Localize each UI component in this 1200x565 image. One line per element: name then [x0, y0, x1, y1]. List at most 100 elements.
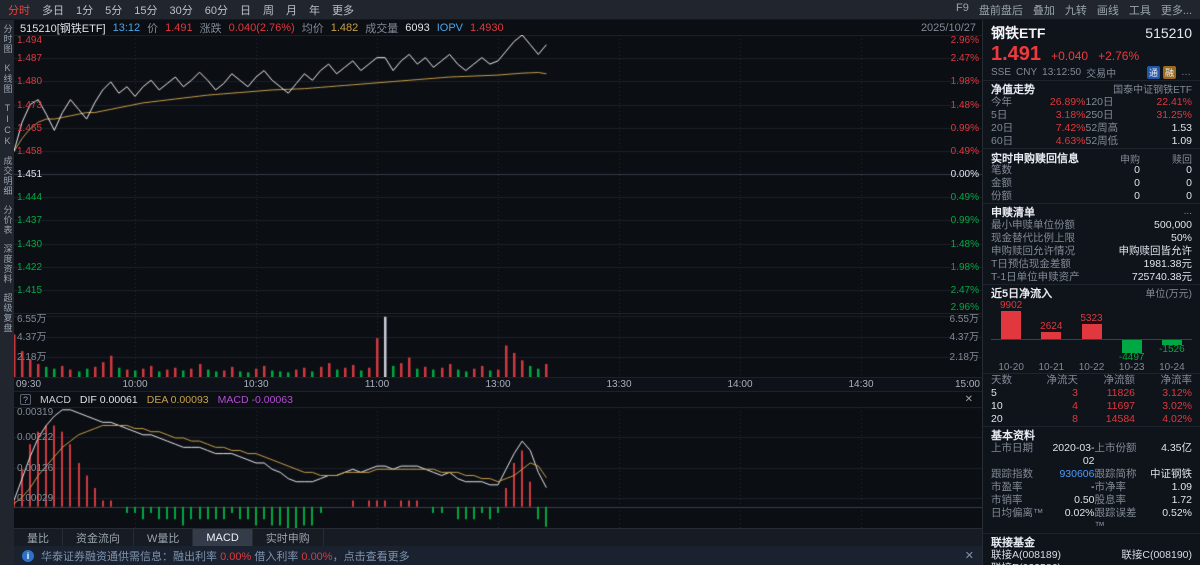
period-tab-10[interactable]: 年: [309, 4, 320, 17]
time-label: 11:00: [364, 379, 390, 390]
nav-trend-row: 20日 7.42% 52周高 1.53: [991, 122, 1192, 134]
tool-item-6[interactable]: 更多...: [1160, 4, 1192, 17]
time-label: 10:00: [122, 379, 148, 390]
macd-canvas: [14, 407, 982, 528]
sidebar-item-3[interactable]: 成交明细: [2, 156, 13, 196]
netflow-bar: [1081, 324, 1102, 340]
fund-code: 515210: [1145, 25, 1192, 41]
section-link-funds: 联接基金: [983, 533, 1200, 549]
tool-item-2[interactable]: 叠加: [1032, 4, 1055, 17]
period-tab-8[interactable]: 周: [263, 4, 274, 17]
netflow-date: 10-22: [1078, 362, 1105, 373]
currency-label: CNY: [1016, 66, 1038, 78]
netflow-table-row: 20 8 14584 4.02%: [991, 413, 1192, 425]
info-icon: i: [22, 549, 34, 562]
link-fund-rows: 联接A(008189) 联接C(008190) 联接E(022586): [983, 549, 1200, 565]
sidebar-item-6[interactable]: 超级复盘: [2, 293, 13, 333]
volume-chart[interactable]: 6.55万 4.37万 2.18万 6.55万 4.37万 2.18万: [14, 313, 982, 377]
more-link[interactable]: ...: [1183, 206, 1192, 217]
intraday-price-chart[interactable]: 1.494 1.487 1.480 1.473 1.465 1.458 1.451 1.444…: [14, 35, 982, 313]
section-basic-info: 基本资料: [983, 426, 1200, 442]
indicator-tab-3[interactable]: MACD: [193, 529, 253, 546]
tool-item-5[interactable]: 工具: [1128, 4, 1151, 17]
nav-trend-rows: 今年 26.89% 120日 22.41% 5日 3.18% 250日 31.25% 20日 7.…: [983, 96, 1200, 148]
macd-title: MACD: [40, 393, 71, 406]
indicator-tab-1[interactable]: 资金流向: [63, 529, 134, 546]
period-tab-0[interactable]: 分时: [8, 4, 30, 17]
price-change: +0.040: [1051, 49, 1089, 63]
tool-item-3[interactable]: 九转: [1064, 4, 1087, 17]
sidebar-item-2[interactable]: TICK: [2, 103, 13, 147]
link-fund-0[interactable]: 联接A(008189): [991, 549, 1062, 561]
period-tab-5[interactable]: 30分: [169, 4, 193, 17]
netflow-value: -4497: [1118, 352, 1145, 363]
flag-badge-1: 融: [1163, 65, 1176, 79]
link-fund-2[interactable]: 联接E(022586): [991, 562, 1092, 565]
basic-info-rows: 上市日期 2020-03-02 上市份额 4.35亿 跟踪指数 930606 跟踪简称 中证钢…: [983, 442, 1200, 533]
netflow-date: 10-24: [1159, 362, 1185, 373]
iopv-label: IOPV: [436, 21, 464, 34]
symbol-label: 515210[钢铁ETF]: [20, 22, 106, 35]
nav-trend-row: 5日 3.18% 250日 31.25%: [991, 109, 1192, 121]
redemption-rows: 最小申赎单位份额 500,000 现金替代比例上限 50% 申购赎回允许情况 申购赎回皆允…: [983, 219, 1200, 284]
basic-info-row: 市销率 0.50 股息率 1.72: [991, 494, 1192, 506]
netflow-zero-line: [991, 339, 1192, 341]
netflow-value: 9902: [999, 300, 1023, 311]
left-sidebar: 分时图 K线图 TICK 成交明细分价表深度资料超级复盘: [0, 20, 14, 565]
margin-notice-bar[interactable]: i 华泰证券融资通供需信息：融出利率 0.00% 借入利率 0.00%，点击查看…: [14, 546, 982, 565]
macd-panel[interactable]: ? MACD DIF 0.00061 DEA 0.00093 MACD -0.0…: [14, 392, 982, 528]
period-tab-11[interactable]: 更多: [332, 4, 354, 17]
period-tab-9[interactable]: 月: [286, 4, 297, 17]
macd-dea: DEA 0.00093: [146, 393, 209, 406]
netflow-bar: [1121, 340, 1142, 353]
period-tab-4[interactable]: 15分: [134, 4, 158, 17]
indicator-tab-4[interactable]: 实时申购: [253, 529, 324, 546]
link-fund-1[interactable]: 联接C(008190): [1121, 549, 1192, 561]
volume-value: 6093: [405, 21, 430, 34]
help-icon[interactable]: ?: [20, 394, 31, 405]
section-redemption-list: 申赎清单 ...: [983, 203, 1200, 219]
time-axis: 09:30 10:00 10:30 11:00 13:00 13:30 14:00 14:30…: [14, 377, 982, 392]
netflow-value: -1526: [1159, 343, 1185, 355]
netflow-table-row: 10 4 11697 3.02%: [991, 400, 1192, 412]
netflow-date: 10-23: [1118, 362, 1145, 373]
period-tab-7[interactable]: 日: [240, 4, 251, 17]
quote-panel: 钢铁ETF 515210 1.491 +0.040 +2.76% SSE CNY…: [982, 20, 1200, 565]
tool-item-0[interactable]: F9: [955, 1, 969, 14]
period-tab-3[interactable]: 5分: [105, 4, 123, 17]
netflow-chart: 9902 10-20 2624 10-21 5323 10-22 -4497 10-23 -15…: [991, 301, 1192, 373]
tool-item-1[interactable]: 盘前盘后: [978, 4, 1023, 17]
price-value: 1.491: [165, 21, 193, 34]
netflow-date: 10-20: [998, 362, 1024, 373]
redemption-row: 现金替代比例上限 50%: [991, 232, 1192, 244]
volume-label: 成交量: [365, 22, 399, 35]
close-icon[interactable]: ✕: [964, 550, 974, 562]
netflow-value: 5323: [1080, 313, 1103, 325]
nav-trend-row: 60日 4.63% 52周低 1.09: [991, 135, 1192, 147]
redemption-row: T日预估现金差额 1981.38元: [991, 258, 1192, 270]
basic-info-row: 上市日期 2020-03-02 上市份额 4.35亿: [991, 442, 1192, 467]
trading-status: 交易中: [1086, 68, 1117, 80]
sidebar-item-0[interactable]: 分时图: [2, 24, 13, 54]
netflow-bar: [1161, 340, 1182, 345]
macd-dif: DIF 0.00061: [79, 393, 138, 406]
indicator-tab-0[interactable]: 量比: [14, 529, 63, 546]
tool-item-4[interactable]: 画线: [1096, 4, 1119, 17]
indicator-tab-2[interactable]: W量比: [134, 529, 194, 546]
period-tab-1[interactable]: 多日: [42, 4, 64, 17]
close-icon[interactable]: ✕: [964, 394, 973, 405]
sidebar-item-5[interactable]: 深度资料: [2, 244, 13, 284]
period-tab-2[interactable]: 1分: [76, 4, 94, 17]
netflow-table-header: 天数 净流天 净流额 净流率: [991, 374, 1192, 386]
realtime-row: 份额 0 0: [991, 190, 1192, 202]
sidebar-item-1[interactable]: K线图: [2, 63, 13, 94]
sidebar-item-4[interactable]: 分价表: [2, 205, 13, 235]
avg-value: 1.482: [330, 21, 359, 34]
section-realtime: 实时申购赎回信息 申购 赎回: [983, 148, 1200, 166]
more-icon[interactable]: …: [1181, 66, 1192, 78]
realtime-row: 笔数 0 0: [991, 164, 1192, 176]
period-tab-6[interactable]: 60分: [204, 4, 228, 17]
section-nav-trend: 净值走势 国泰中证钢铁ETF: [983, 80, 1200, 96]
netflow-bar: [1001, 311, 1022, 340]
flag-badge-0: 通: [1147, 65, 1160, 79]
